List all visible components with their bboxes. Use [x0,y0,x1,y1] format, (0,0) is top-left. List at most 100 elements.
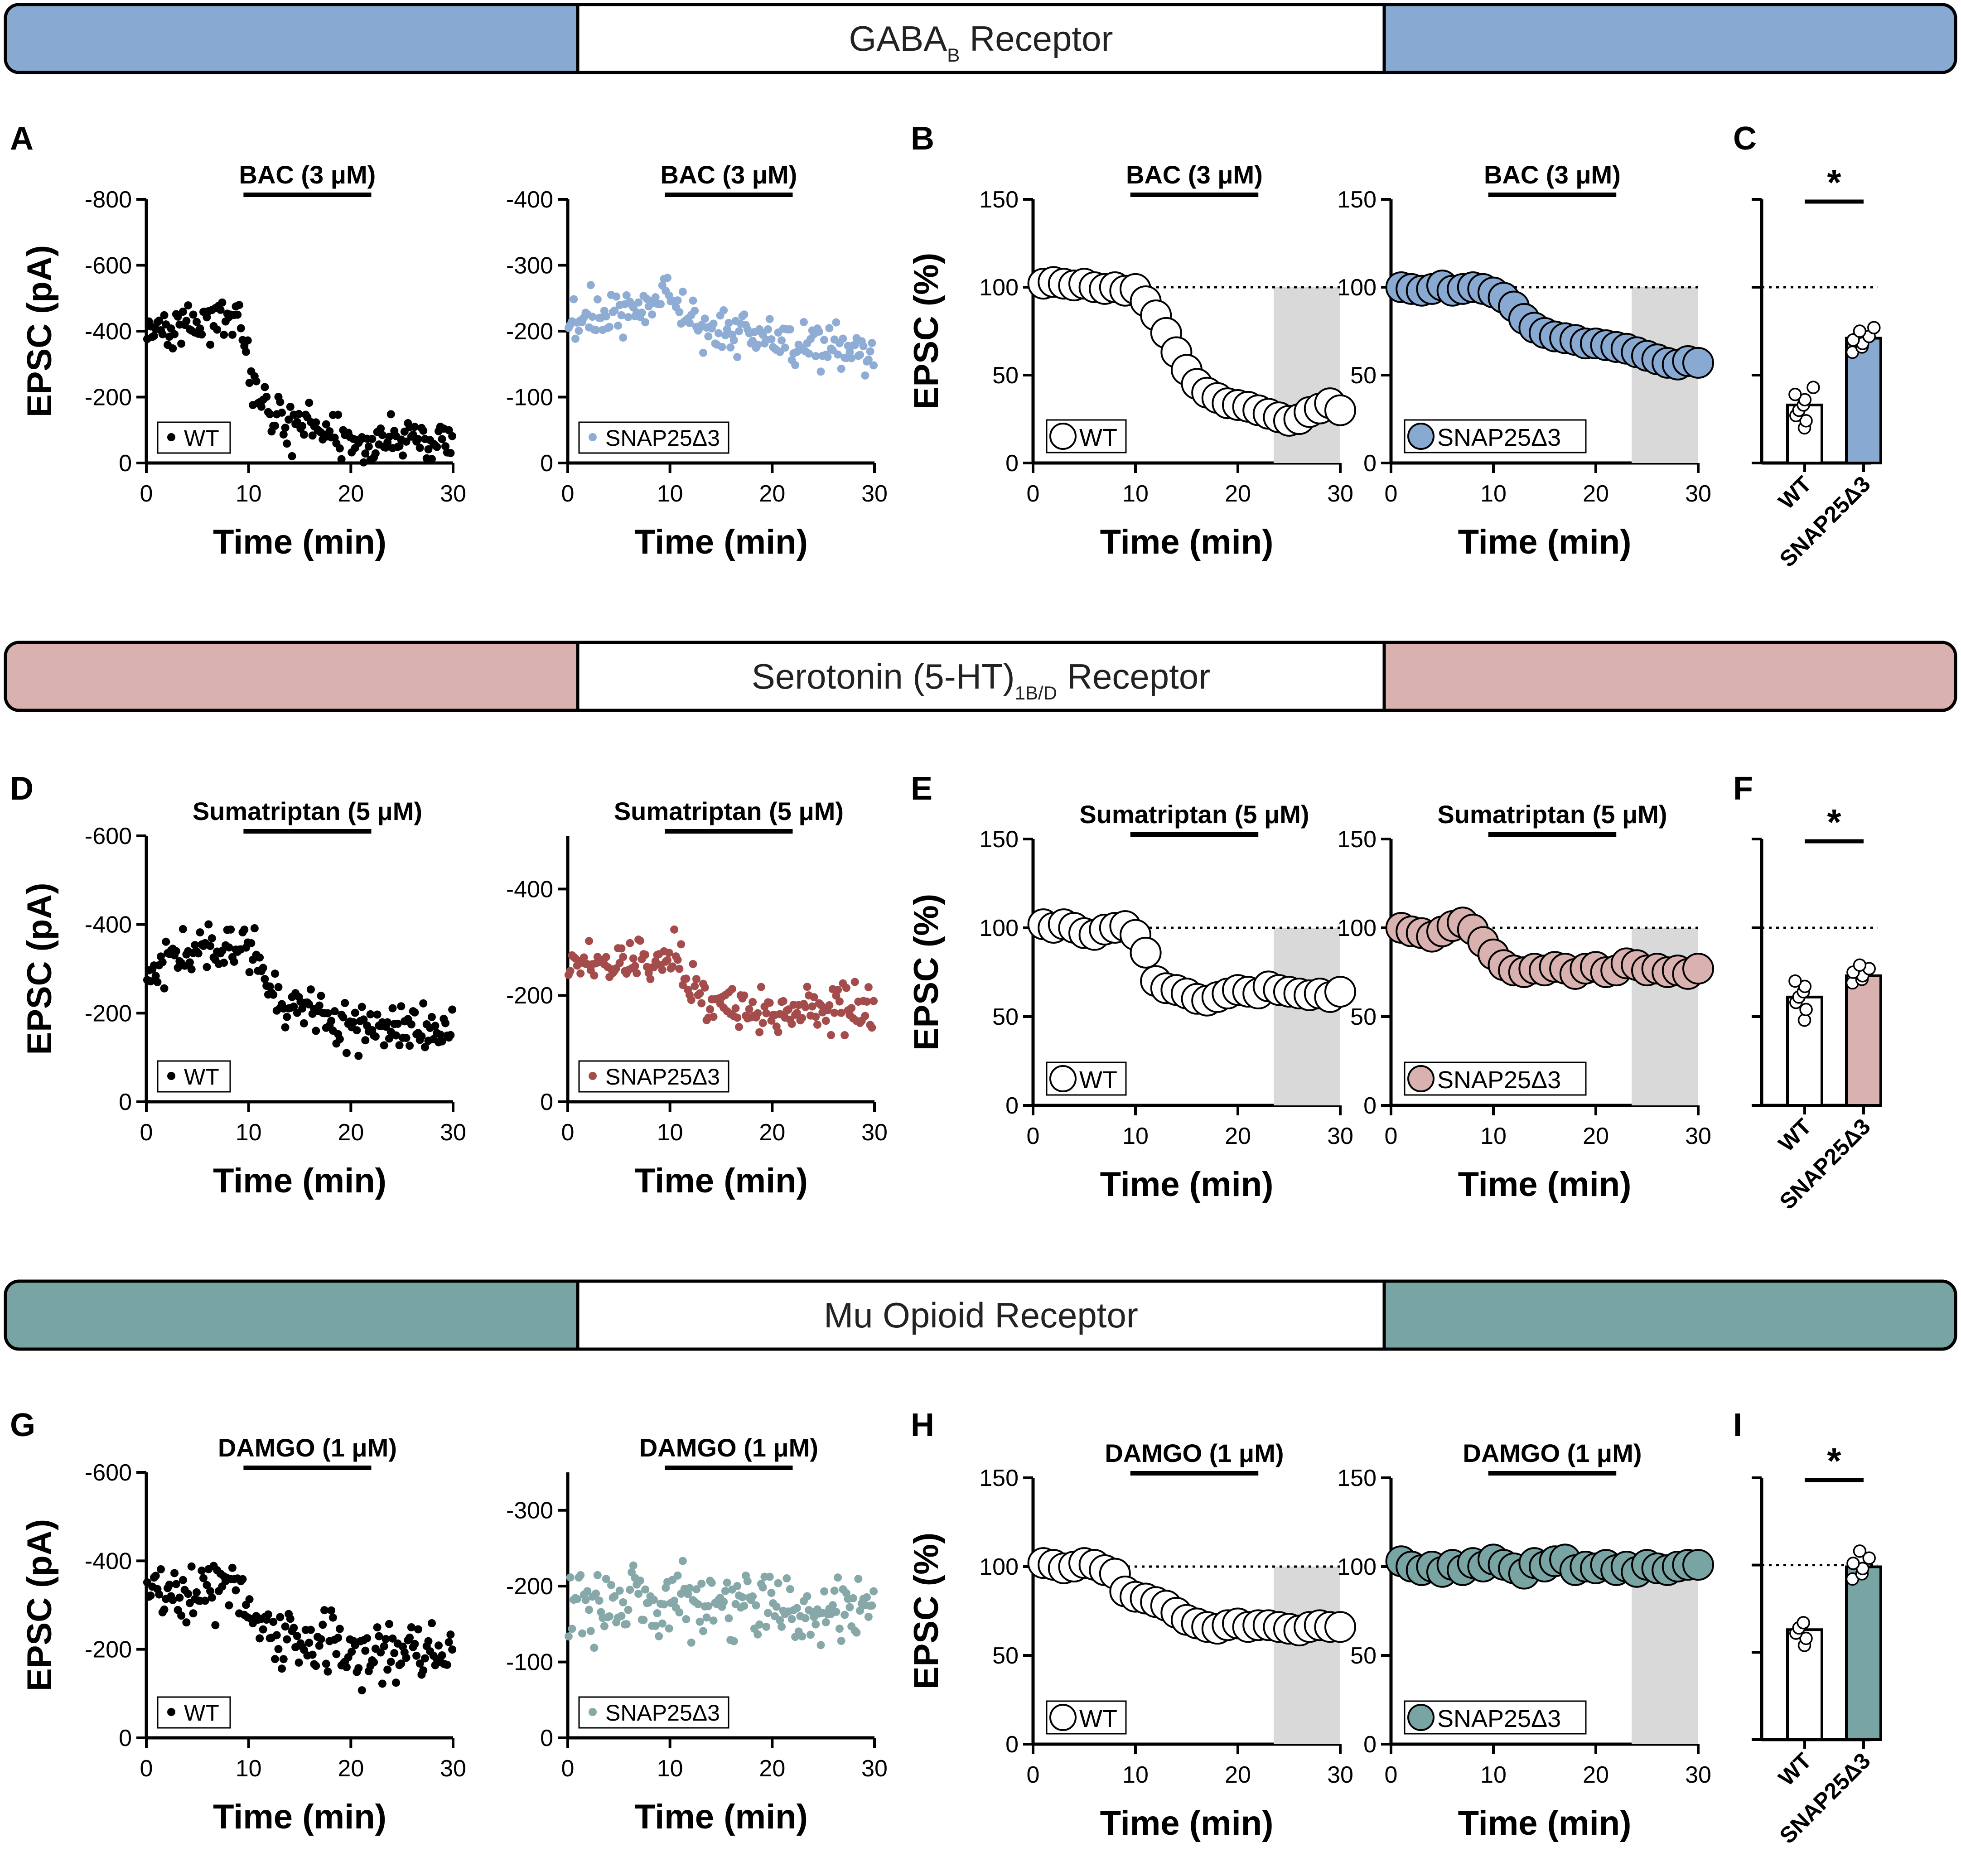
data-point [631,962,639,970]
data-point [624,313,633,322]
x-tick-label: 30 [1685,1762,1711,1788]
y-tick-label: 100 [979,915,1019,941]
data-point [615,1587,624,1595]
x-tick-label: 10 [236,1119,262,1146]
data-point [753,1630,762,1639]
data-point [448,432,457,440]
legend-label: SNAP25Δ3 [605,1700,720,1726]
data-point [835,997,844,1006]
data-point [312,418,320,427]
y-tick-label: 50 [1350,362,1377,389]
data-point [749,1592,757,1601]
data-point [696,989,704,998]
data-point [682,974,691,983]
data-point [740,310,749,319]
x-axis-title: Time (min) [1100,523,1274,561]
data-point [328,1613,337,1622]
data-point [821,1017,830,1025]
significance-star: * [1827,1441,1841,1481]
y-axis-title: EPSC (%) [907,894,946,1051]
data-point [415,444,424,452]
y-tick-label: -400 [506,187,553,213]
y-tick-label: 50 [992,362,1019,389]
data-point [612,292,621,301]
data-point [852,1628,861,1637]
data-point [211,1621,220,1630]
data-point [348,1648,356,1656]
data-point [279,430,288,439]
y-tick-label: 0 [1363,450,1377,477]
data-point [781,343,789,352]
drug-label: DAMGO (1 μM) [218,1433,397,1462]
data-point [745,1005,753,1013]
data-point [803,1592,811,1601]
banner-gaba: GABAB Receptor [4,3,1957,74]
data-point [718,342,726,351]
data-point [220,959,228,967]
data-point [204,920,213,929]
x-tick-label: 0 [140,1755,153,1782]
data-point [821,1618,830,1626]
mean-point [1324,976,1356,1008]
x-tick-label: 0 [561,1119,575,1146]
data-point [206,1587,215,1596]
data-point [308,1650,317,1659]
data-point [276,398,285,406]
data-point [586,1627,595,1635]
data-point [845,1603,854,1611]
data-point [813,1020,822,1029]
individual-point [1853,958,1867,972]
data-point [290,1002,298,1011]
y-tick-label: 100 [979,1554,1019,1580]
data-point [820,1587,829,1596]
data-point [649,963,658,972]
panel-letter-G: G [10,1407,35,1443]
data-point [208,1593,216,1602]
data-point [411,1640,419,1648]
data-point [700,314,709,323]
y-tick-label: 150 [1337,187,1377,213]
significance-star: * [1827,802,1841,842]
data-point [232,1586,240,1595]
data-point [363,1634,372,1643]
scatter-panel-D-SNAP: 0 -200 -400 0 10 20 30 Time (min) Sumatriptan (5… [506,797,888,1200]
data-point [725,1614,733,1623]
data-point [383,1665,392,1674]
y-axis-title: EPSC (%) [907,1533,946,1689]
data-point [377,1648,385,1657]
data-point [281,1622,290,1631]
drug-label: Sumatriptan (5 μM) [1079,800,1309,829]
data-point [782,1574,791,1582]
data-point [863,997,871,1006]
legend-marker [1407,423,1435,450]
data-point [576,969,585,978]
data-point [419,426,428,435]
data-point [733,353,742,362]
y-tick-label: -200 [85,385,132,411]
data-point [613,321,622,330]
data-point [334,1634,343,1642]
mean-point [1682,1549,1714,1581]
data-point [778,336,786,345]
data-point [444,426,453,434]
data-point [622,291,631,299]
data-point [293,1632,301,1640]
mean-point [1130,936,1162,969]
data-point [617,1611,626,1620]
data-point [427,1013,436,1021]
data-point [305,1639,314,1647]
data-point [177,1611,186,1620]
x-tick-label: 30 [1685,1123,1711,1149]
data-point [728,985,736,993]
data-point [740,1601,749,1610]
data-point [270,1655,279,1664]
y-tick-label: 100 [1337,275,1377,301]
scatter-panel-A-WT: 0 -200 -400 -600 -800 0 10 20 30 Time (min) EPSC (… [20,160,466,561]
data-point [392,1678,401,1687]
data-point [709,319,718,328]
drug-label: DAMGO (1 μM) [1463,1439,1642,1467]
data-point [720,1597,728,1606]
data-point [734,327,743,336]
drug-label: BAC (3 μM) [1484,160,1621,189]
panel-letter-B: B [911,121,934,157]
